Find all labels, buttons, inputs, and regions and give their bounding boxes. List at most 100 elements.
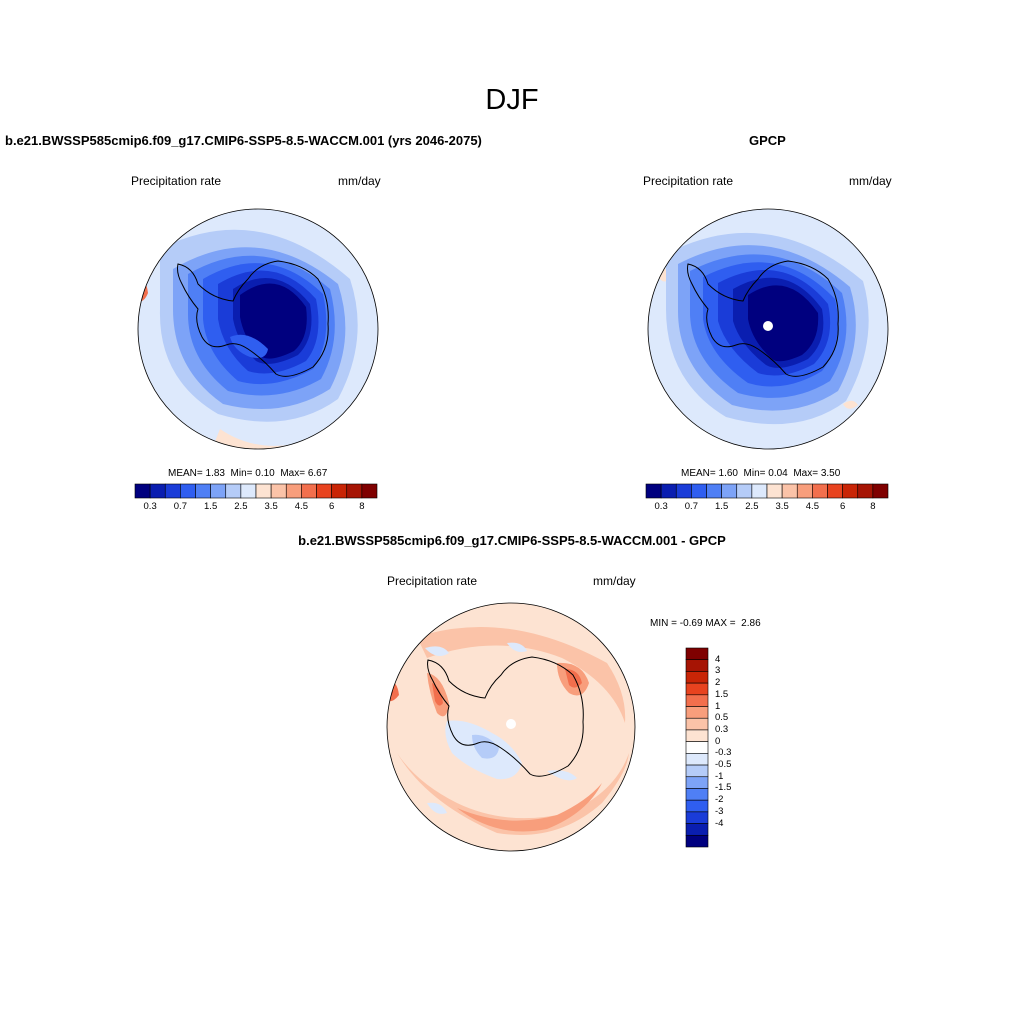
- colorbar-swatch: [225, 483, 242, 499]
- obs-variable-label: Precipitation rate: [643, 174, 734, 188]
- model-colorbar-labels: 0.3 0.7 1.5 2.5 3.5 4.5 6 8: [135, 501, 377, 515]
- model-mean-label: MEAN=: [168, 468, 203, 479]
- colorbar-tick-label: 4: [715, 653, 721, 665]
- diff-max-label: MAX =: [705, 618, 736, 629]
- colorbar-tick-label: -1.5: [715, 782, 732, 794]
- colorbar-tick-label: -1: [715, 770, 724, 782]
- obs-units-label: mm/day: [849, 174, 892, 188]
- colorbar-tick-label: 6: [328, 501, 335, 512]
- colorbar-tick-label: 0.5: [715, 712, 729, 724]
- colorbar-tick-label: 8: [870, 501, 876, 512]
- colorbar-swatch: [685, 776, 709, 789]
- obs-colorbar: [645, 483, 889, 499]
- colorbar-swatch: [872, 483, 889, 499]
- colorbar-tick-label: -3: [715, 805, 724, 817]
- colorbar-swatch: [195, 483, 211, 499]
- colorbar-swatch: [316, 483, 332, 499]
- colorbar-swatch: [685, 799, 709, 813]
- colorbar-tick-label: -0.3: [715, 747, 732, 759]
- colorbar-swatch: [149, 483, 166, 499]
- obs-mean-value: 1.60: [718, 468, 738, 479]
- obs-panel-title: GPCP: [749, 133, 786, 148]
- colorbar-swatch: [331, 483, 348, 499]
- colorbar-swatch: [285, 483, 302, 499]
- colorbar-swatch: [645, 483, 662, 499]
- colorbar-swatch: [751, 483, 768, 499]
- colorbar-swatch: [270, 483, 287, 499]
- model-max-label: Max=: [280, 468, 306, 479]
- colorbar-swatch: [346, 483, 363, 499]
- model-colorbar: [134, 483, 378, 499]
- colorbar-tick-label: -4: [715, 817, 724, 829]
- colorbar-swatch: [842, 483, 859, 499]
- model-panel-title: b.e21.BWSSP585cmip6.f09_g17.CMIP6-SSP5-8…: [5, 133, 482, 148]
- colorbar-tick-label: 6: [839, 501, 846, 512]
- diff-polar-map: [386, 602, 636, 852]
- diff-units-label: mm/day: [593, 574, 636, 588]
- colorbar-tick-label: 0.7: [173, 501, 187, 512]
- colorbar-tick-label: 3.5: [775, 501, 789, 512]
- colorbar-swatch: [685, 729, 709, 742]
- colorbar-swatch: [706, 483, 722, 499]
- colorbar-swatch: [675, 483, 692, 499]
- colorbar-swatch: [796, 483, 813, 499]
- colorbar-swatch: [827, 483, 843, 499]
- colorbar-swatch: [685, 682, 709, 696]
- colorbar-swatch: [361, 483, 378, 499]
- colorbar-swatch: [685, 811, 709, 824]
- colorbar-tick-label: 1: [715, 700, 721, 712]
- colorbar-swatch: [685, 834, 709, 848]
- colorbar-swatch: [685, 764, 709, 778]
- colorbar-swatch: [240, 483, 257, 499]
- colorbar-swatch: [134, 483, 151, 499]
- colorbar-tick-label: 8: [359, 501, 365, 512]
- model-mean-value: 1.83: [205, 468, 225, 479]
- colorbar-tick-label: 2.5: [234, 501, 248, 512]
- model-min-value: 0.10: [255, 468, 275, 479]
- colorbar-tick-label: -2: [715, 794, 724, 806]
- colorbar-tick-label: 1.5: [715, 501, 729, 512]
- figure-title: DJF: [485, 84, 539, 116]
- obs-colorbar-labels: 0.3 0.7 1.5 2.5 3.5 4.5 6 8: [646, 501, 888, 515]
- colorbar-swatch: [685, 823, 709, 836]
- colorbar-swatch: [685, 741, 709, 754]
- model-units-label: mm/day: [338, 174, 381, 188]
- obs-max-label: Max=: [793, 468, 819, 479]
- colorbar-swatch: [180, 483, 196, 499]
- diff-stats: MIN = -0.69 MAX = 2.86: [650, 618, 761, 629]
- colorbar-tick-label: 0: [715, 735, 721, 747]
- diff-min-label: MIN =: [650, 618, 677, 629]
- colorbar-swatch: [857, 483, 874, 499]
- colorbar-tick-label: 2: [715, 677, 721, 689]
- model-min-label: Min=: [230, 468, 253, 479]
- colorbar-swatch: [660, 483, 677, 499]
- colorbar-swatch: [812, 483, 828, 499]
- model-variable-label: Precipitation rate: [131, 174, 222, 188]
- obs-mean-label: MEAN=: [681, 468, 716, 479]
- colorbar-swatch: [685, 671, 709, 684]
- obs-min-value: 0.04: [768, 468, 788, 479]
- model-max-value: 6.67: [307, 468, 328, 479]
- colorbar-swatch: [301, 483, 317, 499]
- colorbar-tick-label: 0.3: [715, 723, 729, 735]
- colorbar-swatch: [685, 788, 709, 801]
- diff-variable-label: Precipitation rate: [387, 574, 478, 588]
- colorbar-swatch: [685, 659, 709, 672]
- model-polar-map: [137, 208, 379, 450]
- colorbar-swatch: [210, 483, 227, 499]
- diff-panel-title: b.e21.BWSSP585cmip6.f09_g17.CMIP6-SSP5-8…: [298, 533, 726, 548]
- diff-max-value: 2.86: [741, 618, 761, 629]
- colorbar-swatch: [685, 694, 709, 707]
- colorbar-swatch: [255, 483, 272, 499]
- colorbar-swatch: [691, 483, 707, 499]
- colorbar-tick-label: 3: [715, 665, 721, 677]
- obs-polar-map: [647, 208, 889, 450]
- colorbar-swatch: [721, 483, 738, 499]
- colorbar-tick-label: 4.5: [294, 501, 308, 512]
- colorbar-swatch: [736, 483, 753, 499]
- obs-min-label: Min=: [743, 468, 766, 479]
- colorbar-tick-label: 0.3: [143, 501, 157, 512]
- diff-colorbar-labels: 4 3 2 1.5 1 0.5 0.3 0 -0.3 -0.5 -1 -1.5 -2 -3 -4: [712, 648, 752, 847]
- obs-max-value: 3.50: [820, 468, 841, 479]
- colorbar-swatch: [685, 647, 709, 661]
